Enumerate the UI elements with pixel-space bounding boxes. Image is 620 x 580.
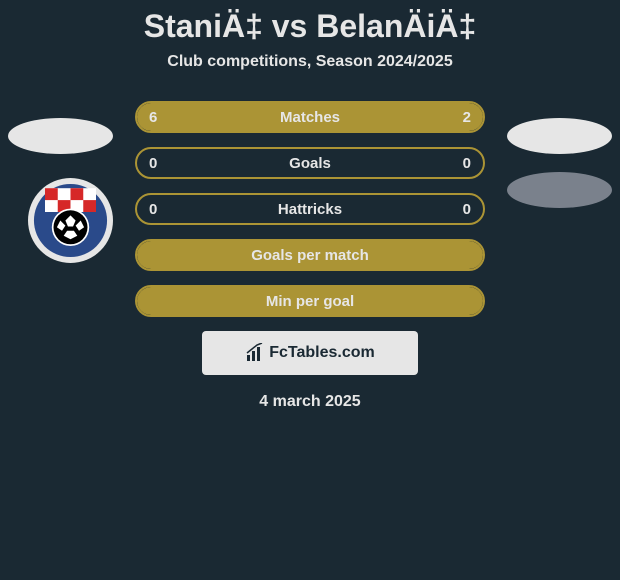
- stat-value-right: 0: [463, 155, 471, 172]
- brand-text: FcTables.com: [269, 344, 375, 362]
- stat-label: Goals: [137, 155, 483, 172]
- player1-flag-placeholder: [8, 118, 113, 154]
- stat-row-matches: 6Matches2: [135, 101, 485, 133]
- stats-bars: 6Matches20Goals00Hattricks0Goals per mat…: [135, 101, 485, 317]
- chart-icon: [245, 343, 265, 363]
- title-connector: vs: [272, 8, 308, 44]
- player2-flag2-placeholder: [507, 172, 612, 208]
- stat-row-goals: 0Goals0: [135, 147, 485, 179]
- player2-flag-placeholder: [507, 118, 612, 154]
- stat-value-right: 2: [463, 109, 471, 126]
- title-player2: BelanÄiÄ‡: [316, 8, 476, 44]
- stat-label: Hattricks: [137, 201, 483, 218]
- stat-label: Min per goal: [137, 293, 483, 310]
- stat-row-goals-per-match: Goals per match: [135, 239, 485, 271]
- subtitle: Club competitions, Season 2024/2025: [0, 53, 620, 71]
- stat-label: Matches: [137, 109, 483, 126]
- title-player1: StaniÄ‡: [144, 8, 263, 44]
- stat-row-min-per-goal: Min per goal: [135, 285, 485, 317]
- date-text: 4 march 2025: [0, 393, 620, 411]
- brand-box: FcTables.com: [202, 331, 418, 375]
- stat-label: Goals per match: [137, 247, 483, 264]
- club-logo: [28, 178, 113, 263]
- stat-value-right: 0: [463, 201, 471, 218]
- stat-row-hattricks: 0Hattricks0: [135, 193, 485, 225]
- page-title: StaniÄ‡ vs BelanÄiÄ‡: [0, 8, 620, 45]
